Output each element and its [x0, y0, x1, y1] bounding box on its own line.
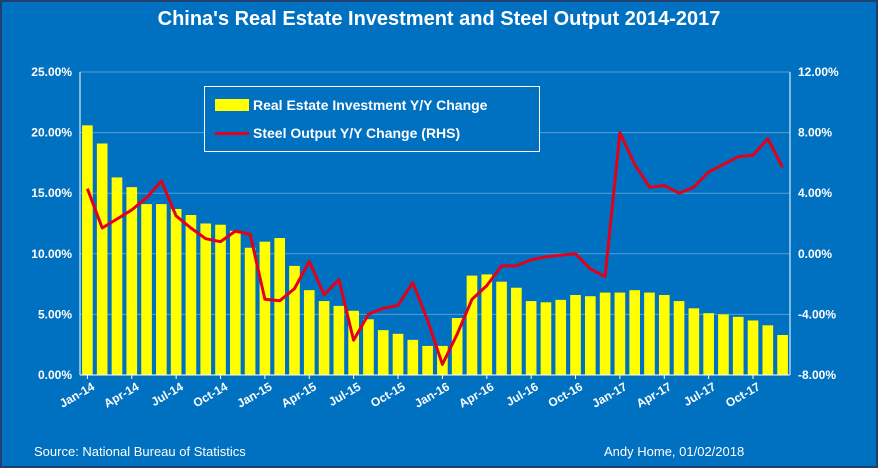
x-tick-label: Oct-16 [546, 379, 586, 410]
bar-real-estate [156, 204, 167, 375]
bar-real-estate [259, 241, 271, 375]
bar-real-estate [141, 204, 152, 375]
source-note: Source: National Bureau of Statistics [34, 444, 246, 459]
bar-real-estate [244, 247, 256, 375]
x-tick-label: Oct-14 [191, 379, 231, 410]
x-tick-label: Jan-14 [57, 379, 97, 410]
legend-label-steel: Steel Output Y/Y Change (RHS) [253, 125, 461, 141]
bar-real-estate [303, 290, 315, 375]
x-tick-label: Oct-17 [723, 379, 763, 410]
bar-real-estate [555, 299, 567, 375]
bar-real-estate [629, 290, 641, 375]
y-left-tick-label: 5.00% [38, 307, 72, 321]
y-right-tick-label: 0.00% [798, 247, 832, 261]
x-tick-label: Apr-14 [101, 379, 141, 410]
y-right-tick-label: 12.00% [798, 65, 839, 79]
bar-real-estate [481, 274, 493, 375]
bar-real-estate [747, 320, 759, 375]
bar-real-estate [200, 223, 212, 375]
x-tick-label: Apr-17 [634, 379, 674, 410]
y-right-tick-label: -4.00% [798, 307, 836, 321]
x-tick-label: Jul-15 [326, 379, 363, 409]
bar-real-estate [170, 208, 182, 375]
x-tick-label: Jul-16 [504, 379, 541, 409]
bar-real-estate [525, 301, 537, 375]
x-tick-label: Oct-15 [368, 379, 408, 410]
bar-real-estate [96, 143, 108, 375]
bar-real-estate [570, 295, 581, 375]
bar-real-estate [511, 287, 522, 375]
legend-item-bars: Real Estate Investment Y/Y Change [215, 95, 487, 115]
bar-real-estate [377, 330, 389, 375]
bar-real-estate [407, 339, 419, 375]
bar-real-estate [289, 265, 300, 375]
x-tick-label: Jan-16 [412, 379, 452, 410]
legend-label-real-estate: Real Estate Investment Y/Y Change [253, 97, 488, 113]
y-right-tick-label: -8.00% [798, 368, 836, 382]
bar-real-estate [599, 292, 611, 375]
bar-real-estate [451, 318, 463, 375]
bar-real-estate [229, 230, 241, 375]
bar-real-estate [363, 319, 374, 375]
legend-bar-swatch [215, 99, 249, 111]
bar-real-estate [658, 295, 670, 375]
bar-real-estate [762, 325, 774, 375]
bar-real-estate [392, 333, 404, 375]
bar-real-estate [111, 177, 123, 375]
x-tick-label: Jan-15 [234, 379, 274, 410]
bar-real-estate [215, 224, 226, 375]
x-tick-label: Jul-17 [681, 379, 718, 409]
bar-real-estate [348, 310, 359, 375]
bar-real-estate [688, 308, 700, 375]
bar-real-estate [584, 296, 596, 375]
bar-real-estate [126, 187, 138, 375]
author-note: Andy Home, 01/02/2018 [604, 444, 745, 459]
bar-real-estate [732, 316, 744, 375]
chart-legend: Real Estate Investment Y/Y Change Steel … [204, 86, 540, 152]
bar-real-estate [673, 301, 685, 375]
y-left-tick-label: 20.00% [31, 126, 72, 140]
bar-real-estate [703, 313, 714, 375]
x-tick-label: Jan-17 [589, 379, 629, 410]
bar-real-estate [496, 281, 507, 375]
y-right-tick-label: 4.00% [798, 186, 832, 200]
legend-item-line: Steel Output Y/Y Change (RHS) [215, 123, 460, 143]
bar-real-estate [777, 335, 788, 375]
line-steel-output [85, 131, 784, 366]
legend-line-swatch [215, 131, 249, 135]
bar-real-estate [466, 275, 478, 375]
bar-real-estate [422, 345, 433, 375]
bar-real-estate [318, 301, 330, 375]
bar-real-estate [718, 314, 729, 375]
bar-real-estate [333, 305, 345, 375]
y-right-tick-label: 8.00% [798, 126, 832, 140]
y-left-tick-label: 10.00% [31, 247, 72, 261]
y-left-tick-label: 0.00% [38, 368, 72, 382]
x-tick-label: Apr-16 [456, 379, 496, 410]
y-left-tick-label: 25.00% [31, 65, 72, 79]
bar-real-estate [540, 302, 552, 375]
bar-real-estate [185, 215, 197, 375]
x-tick-label: Apr-15 [279, 379, 319, 410]
x-tick-label: Jul-14 [149, 379, 186, 409]
bar-real-estate [82, 125, 93, 375]
chart-title: China's Real Estate Investment and Steel… [157, 8, 721, 30]
bar-real-estate [614, 292, 626, 375]
y-left-tick-label: 15.00% [31, 186, 72, 200]
bar-real-estate [274, 238, 286, 375]
bar-real-estate [644, 292, 655, 375]
